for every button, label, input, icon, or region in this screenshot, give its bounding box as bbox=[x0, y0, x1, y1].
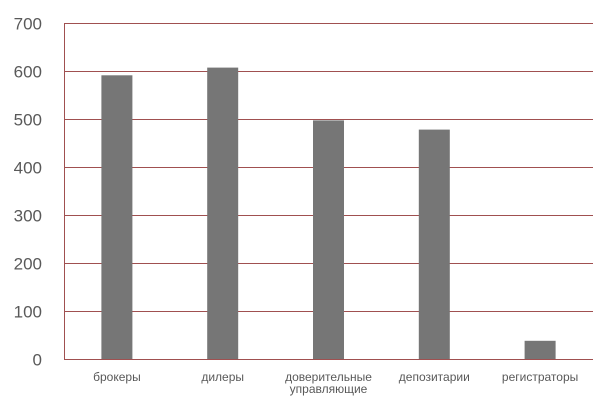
bar-0 bbox=[101, 75, 133, 360]
bar-3 bbox=[418, 129, 450, 359]
x-tick-label-3: депозитарии bbox=[399, 370, 470, 384]
y-tick-label-400: 400 bbox=[14, 159, 42, 178]
y-tick-label-0: 0 bbox=[33, 351, 42, 370]
y-tick-label-200: 200 bbox=[14, 255, 42, 274]
x-tick-label-line: доверительные bbox=[285, 370, 372, 384]
x-tick-label-line: депозитарии bbox=[399, 370, 470, 384]
x-tick-label-line: регистраторы bbox=[502, 370, 578, 384]
x-axis: брокеры дилеры доверительные управляющие деп… bbox=[93, 370, 578, 396]
y-tick-label-100: 100 bbox=[14, 303, 42, 322]
y-tick-label-700: 700 bbox=[14, 15, 42, 34]
x-tick-label-line: управляющие bbox=[290, 382, 368, 396]
x-tick-label-line: брокеры bbox=[93, 370, 141, 384]
x-tick-label-0: брокеры bbox=[93, 370, 141, 384]
y-axis: 0 100 200 300 400 500 600 700 bbox=[14, 15, 65, 370]
bar-2 bbox=[313, 120, 344, 360]
bars bbox=[101, 67, 556, 360]
x-tick-label-4: регистраторы bbox=[502, 370, 578, 384]
y-tick-label-600: 600 bbox=[14, 63, 42, 82]
x-tick-label-line: дилеры bbox=[201, 370, 244, 384]
x-tick-label-1: дилеры bbox=[201, 370, 244, 384]
bar-4 bbox=[524, 340, 556, 359]
x-tick-label-2: доверительные управляющие bbox=[285, 370, 372, 396]
y-tick-label-500: 500 bbox=[14, 111, 42, 130]
y-tick-label-300: 300 bbox=[14, 207, 42, 226]
bar-1 bbox=[207, 67, 239, 359]
